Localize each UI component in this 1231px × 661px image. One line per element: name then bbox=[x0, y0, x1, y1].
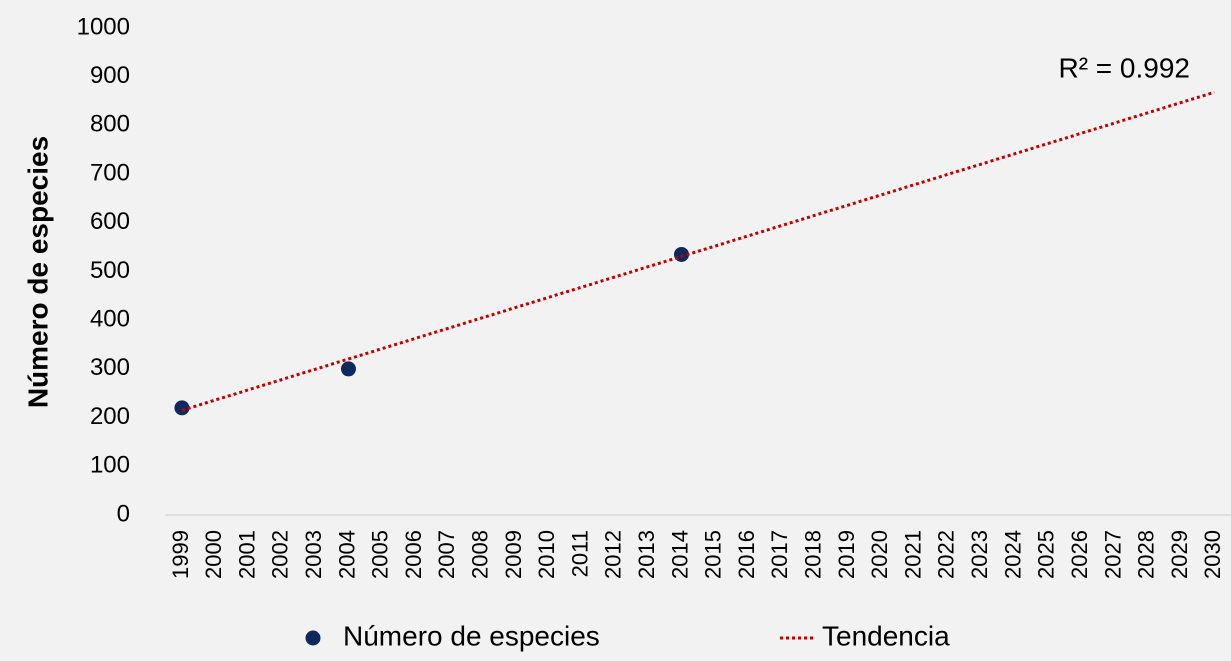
x-tick-label: 2029 bbox=[1167, 530, 1192, 579]
x-tick-label: 2016 bbox=[734, 530, 759, 579]
x-tick-label: 2010 bbox=[534, 530, 559, 579]
x-tick-label: 2018 bbox=[801, 530, 826, 579]
x-tick-label: 2007 bbox=[434, 530, 459, 579]
x-tick-label: 1999 bbox=[168, 530, 193, 579]
x-tick-label: 2005 bbox=[368, 530, 393, 579]
y-tick-label: 600 bbox=[90, 208, 130, 235]
x-tick-label: 2025 bbox=[1034, 530, 1059, 579]
x-tick-label: 2002 bbox=[268, 530, 293, 579]
x-tick-label: 2022 bbox=[934, 530, 959, 579]
x-tick-label: 2030 bbox=[1200, 530, 1225, 579]
legend-label: Número de especies bbox=[343, 620, 600, 651]
legend-label: Tendencia bbox=[822, 620, 950, 651]
y-tick-label: 900 bbox=[90, 62, 130, 89]
y-tick-label: 800 bbox=[90, 111, 130, 138]
annotation: R² = 0.992 bbox=[1058, 52, 1190, 83]
y-tick-label: 500 bbox=[90, 257, 130, 284]
trend-line bbox=[181, 90, 1215, 412]
y-tick-label: 0 bbox=[117, 500, 130, 527]
y-tick-label: 300 bbox=[90, 354, 130, 381]
y-tick-label: 200 bbox=[90, 403, 130, 430]
x-tick-label: 2012 bbox=[601, 530, 626, 579]
y-tick-label: 100 bbox=[90, 452, 130, 479]
x-tick-label: 2008 bbox=[467, 530, 492, 579]
x-tick-label: 2014 bbox=[667, 530, 692, 579]
x-tick-label: 2015 bbox=[701, 530, 726, 579]
y-axis-title: Número de especies bbox=[22, 136, 53, 408]
x-tick-label: 2028 bbox=[1134, 530, 1159, 579]
y-tick-label: 700 bbox=[90, 159, 130, 186]
legend-marker bbox=[305, 630, 321, 646]
x-tick-label: 2021 bbox=[900, 530, 925, 579]
x-tick-label: 2009 bbox=[501, 530, 526, 579]
x-tick-label: 2011 bbox=[567, 530, 592, 577]
data-point bbox=[174, 400, 190, 416]
data-point bbox=[340, 361, 356, 377]
y-tick-label: 1000 bbox=[77, 13, 130, 40]
y-tick-label: 400 bbox=[90, 306, 130, 333]
x-tick-label: 2023 bbox=[967, 530, 992, 579]
x-tick-label: 2020 bbox=[867, 530, 892, 579]
x-tick-label: 2013 bbox=[634, 530, 659, 579]
x-tick-label: 2004 bbox=[334, 530, 359, 579]
x-tick-label: 2017 bbox=[767, 530, 792, 579]
x-tick-label: 2001 bbox=[234, 530, 259, 579]
x-tick-label: 2024 bbox=[1000, 530, 1025, 579]
x-tick-label: 2027 bbox=[1100, 530, 1125, 579]
x-tick-label: 2003 bbox=[301, 530, 326, 579]
x-tick-label: 2006 bbox=[401, 530, 426, 579]
x-tick-label: 2026 bbox=[1067, 530, 1092, 579]
x-tick-label: 2019 bbox=[834, 530, 859, 579]
x-tick-label: 2000 bbox=[201, 530, 226, 579]
